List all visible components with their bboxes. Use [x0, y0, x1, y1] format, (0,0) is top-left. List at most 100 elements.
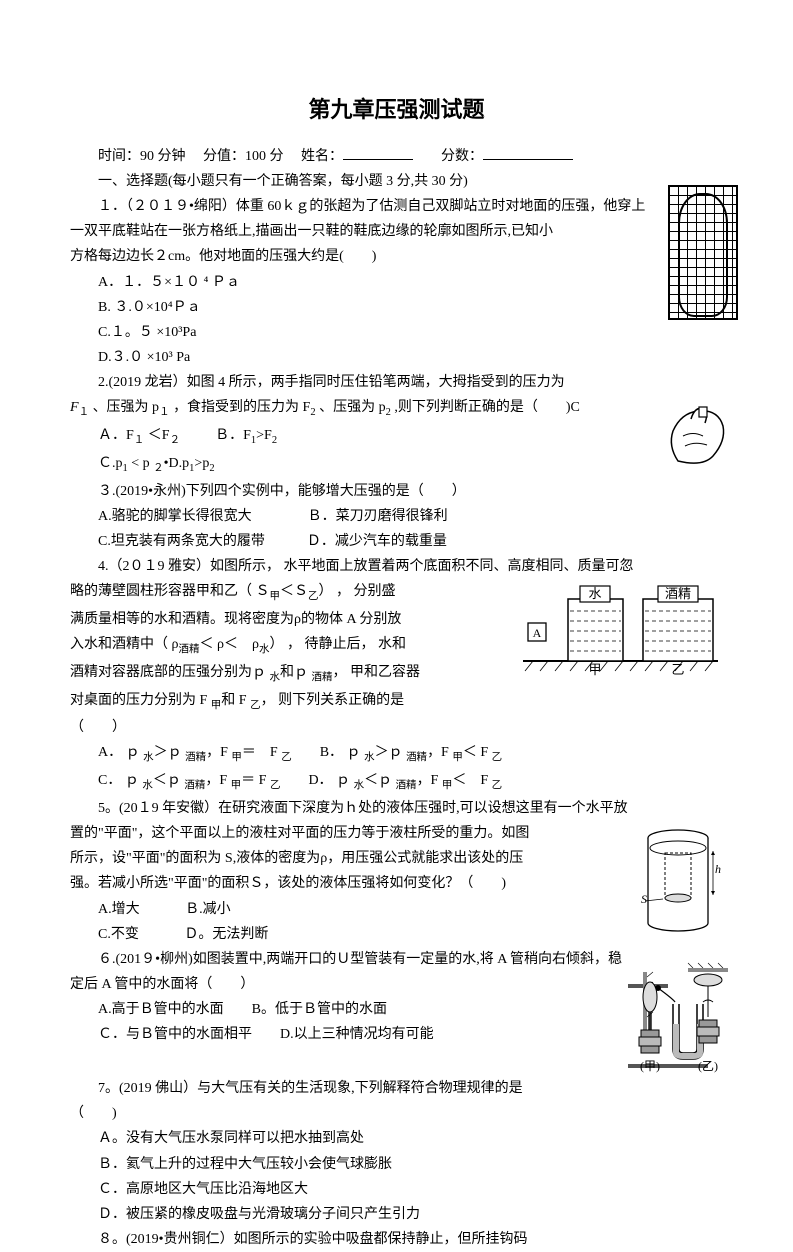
q3-d: Ｄ．减少汽车的载重量 — [307, 534, 447, 549]
q4-l2: 略的薄壁圆柱形容器甲和乙（ Ｓ甲＜Ｓ乙） ， 分别盛 水 酒精 A 甲 乙 — [70, 579, 723, 607]
q4b2: ＞ｐ — [375, 745, 407, 760]
q6-block: ６.(201９•柳州)如图装置中,两端开口的Ｕ型管装有一定量的水,将 A 管稍向… — [70, 947, 723, 1076]
q4-sub-jia: 甲 — [270, 591, 281, 602]
q2-f1: F — [70, 400, 79, 415]
q4d3: ，F — [417, 773, 442, 788]
q2-s2d: 、压强为 p — [319, 400, 386, 415]
q4-l5b: 和ｐ — [280, 665, 312, 680]
points-label: 分数： — [441, 149, 483, 164]
q4c3: ，F — [205, 773, 230, 788]
q5-l3: 所示，设"平面"的面积为 S,液体的密度为ρ，用压强公式就能求出该处的压 — [70, 846, 723, 871]
q2-c-2: < p — [128, 456, 153, 471]
q4-l6b: 和 F — [221, 693, 250, 708]
q4-l6-yi: 乙 — [250, 699, 261, 710]
q2-s2c: ，食指受到的压力为 F — [173, 400, 310, 415]
q8-yi-label: (乙) — [698, 1059, 718, 1073]
q6-a: A.高于Ｂ管中的水面 — [98, 1002, 224, 1017]
q4a1: A． ｐ — [98, 745, 143, 760]
q4a-j: 酒精 — [185, 752, 206, 763]
q4-l1: 4.（2０１9 雅安）如图所示， 水平地面上放置着两个底面积不同、高度相同、质量… — [70, 554, 723, 579]
q4a3: ，F — [206, 745, 231, 760]
q4-l6-jia: 甲 — [211, 699, 222, 710]
q2-opts-cd: Ｃ.p1 < p ２•D.p1>p2 — [70, 451, 723, 479]
q2-d-1: •D.p — [164, 456, 190, 471]
q4c-s: 水 — [142, 780, 153, 791]
q7-l2: （ ) — [70, 1101, 723, 1126]
q4d2: ＜ｐ — [364, 773, 396, 788]
q4-l4c: ） ， 待静止后， 水和 — [269, 637, 406, 652]
q2-b-2: >F — [256, 428, 272, 443]
q2-s2e: ,则下列判断正确的是（ )C — [394, 400, 580, 415]
q5-opts-ab: A.增大 Ｂ.减小 — [70, 897, 723, 922]
q4-l5c: ， 甲和乙容器 — [333, 665, 421, 680]
q2-opts-ab: Ａ．F１ ＜F２ Ｂ．F1>F2 — [70, 423, 723, 451]
q4b1: B． ｐ — [320, 745, 364, 760]
section-1-heading: 一、选择题(每小题只有一个正确答案，每小题 3 分,共 30 分) — [70, 169, 723, 194]
q4c-jia: 甲 — [231, 780, 242, 791]
q4a2: ＞ｐ — [154, 745, 186, 760]
q5-b: Ｂ.减小 — [185, 902, 231, 917]
q2-b-1: Ｂ．F — [215, 428, 251, 443]
q4-l2b: ＜Ｓ — [280, 584, 308, 599]
q2-hand-figure — [663, 401, 733, 471]
q4-l7: （ ） — [70, 715, 723, 740]
q5-c: C.不变 — [98, 927, 139, 942]
q4-l6a: 对桌面的压力分别为 F — [70, 693, 211, 708]
q2-s2b: 、压强为 p — [93, 400, 160, 415]
q4-sub-yi: 乙 — [308, 591, 319, 602]
q4-l4a: 入水和酒精中（ ρ — [70, 637, 179, 652]
q5-a: A.增大 — [98, 902, 140, 917]
q1-opt-d: D.３.０ ×10³ Pa — [70, 345, 723, 370]
q4-opts-ab: A． ｐ 水＞ｐ 酒精，F 甲＝ F 乙 B． ｐ 水＞ｐ 酒精，F 甲＜ F … — [70, 740, 723, 768]
time-label: 时间： — [98, 149, 140, 164]
q4-water-label: 水 — [588, 586, 601, 601]
q4-l5-jiu: 酒精 — [312, 672, 333, 683]
q4-l4-jiu: 酒精 — [179, 644, 200, 655]
score-label: 分值： — [203, 149, 245, 164]
q5-h-label: h — [715, 862, 721, 876]
q1-shoe-figure — [668, 185, 738, 320]
q1-stem-2: 一双平底鞋站在一张方格纸上,描画出一只鞋的鞋底边缘的轮廓如图所示,已知小 — [70, 219, 723, 244]
q4c-yi: 乙 — [270, 780, 281, 791]
q2-stem-2: F１ 、压强为 p１ ，食指受到的压力为 F2 、压强为 p2 ,则下列判断正确… — [70, 395, 723, 423]
q8-l1: ８。(2019•贵州铜仁）如图所示的实验中吸盘都保持静止，但所挂钩码 — [70, 1227, 723, 1252]
q2-a-1: Ａ．F — [98, 428, 134, 443]
q4-opts-cd: C． ｐ 水＜ｐ 酒精，F 甲＝ F 乙 D． ｐ 水＜ｐ 酒精，F 甲＜ F … — [70, 768, 723, 796]
q7-d: Ｄ．被压紧的橡皮吸盘与光滑玻璃分子间只产生引力 — [70, 1202, 723, 1227]
q4b-yi: 乙 — [492, 752, 503, 763]
q4-l4-shui: 水 — [259, 644, 270, 655]
q4b-s: 水 — [364, 752, 375, 763]
q5-l1: 5。(20１9 年安徽）在研究液面下深度为ｈ处的液体压强时,可以设想这里有一个水… — [70, 796, 723, 821]
score-value: 100 分 — [245, 149, 284, 164]
q6-c: Ｃ．与Ｂ管中的水面相平 — [98, 1027, 252, 1042]
q2-c-1: Ｃ.p — [98, 456, 123, 471]
q4c2: ＜ｐ — [153, 773, 185, 788]
q6-b: B。低于Ｂ管中的水面 — [252, 1002, 387, 1017]
points-blank[interactable] — [483, 146, 573, 160]
q4-alcohol-label: 酒精 — [665, 586, 691, 601]
q5-opts-cd: C.不变 Ｄ。无法判断 — [70, 922, 723, 947]
q7-l1: 7。(2019 佛山）与大气压有关的生活现象,下列解释符合物理规律的是 — [70, 1076, 723, 1101]
q4-containers-figure: 水 酒精 A 甲 乙 — [518, 581, 723, 676]
q8-jia-label: (甲) — [640, 1059, 660, 1073]
q4d-jia: 甲 — [442, 780, 453, 791]
q5-cylinder-figure: h S — [633, 823, 723, 943]
q5-s-label: S — [641, 892, 647, 906]
q4-jia-label: 甲 — [588, 662, 601, 676]
q6-l1: ６.(201９•柳州)如图装置中,两端开口的Ｕ型管装有一定量的水,将 A 管稍向… — [70, 947, 723, 972]
q4c-j: 酒精 — [184, 780, 205, 791]
q2-a-2: ＜F — [144, 428, 169, 443]
q4b3: ，F — [427, 745, 452, 760]
q4d4: ＜ F — [452, 773, 491, 788]
q2-stem-1: 2.(2019 龙岩）如图 4 所示，两手指同时压住铅笔两端，大拇指受到的压力为 — [70, 370, 723, 395]
q6-d: D.以上三种情况均有可能 — [280, 1027, 434, 1042]
q4-l2a: 略的薄壁圆柱形容器甲和乙（ Ｓ — [70, 584, 270, 599]
q3-a: A.骆驼的脚掌长得很宽大 — [98, 509, 252, 524]
q4c1: C． ｐ — [98, 773, 142, 788]
name-blank[interactable] — [343, 146, 413, 160]
time-value: 90 分钟 — [140, 149, 186, 164]
q4b-j: 酒精 — [406, 752, 427, 763]
q4a-jia: 甲 — [231, 752, 242, 763]
q7-b: Ｂ．氦气上升的过程中大气压较小会使气球膨胀 — [70, 1152, 723, 1177]
q3-stem: ３.(2019•永州)下列四个实例中，能够增大压强的是（ ） — [70, 479, 723, 504]
